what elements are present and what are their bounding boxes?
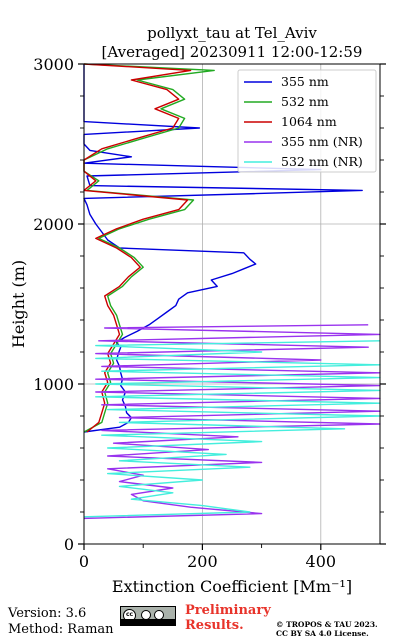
y-tick-label: 1000 [33,375,74,394]
preliminary-results-note: Preliminary Results. [185,603,271,633]
legend-label: 355 nm [281,74,329,89]
y-tick-label: 3000 [33,55,74,74]
y-axis-label: Height (m) [9,260,28,348]
preliminary-line-2: Results. [185,618,244,633]
legend-label: 1064 nm [281,114,337,129]
method-text: Method: Raman [8,622,114,637]
chart-title: pollyxt_tau at Tel_Aviv [147,24,317,42]
x-tick-label: 400 [306,552,337,571]
plot-frame [83,63,381,545]
cc-badge-bar [121,619,175,625]
x-tick-label: 0 [79,552,89,571]
legend-box [237,69,377,173]
series-line-532-nm [83,63,215,433]
legend: 355 nm 532 nm 1064 nm 355 nm (NR) 532 nm (NR… [237,69,377,173]
y-tick-label: 0 [64,535,74,554]
series-layer [83,63,381,520]
legend-label: 532 nm (NR) [281,154,363,169]
x-axis-label: Extinction Coefficient [Mm⁻¹] [112,577,352,596]
chart-subtitle: [Averaged] 20230911 12:00-12:59 [102,43,363,61]
series-line-532-nm-nr- [83,340,381,518]
axis-ticks: 0 1000 2000 3000 0 200 400 [33,55,386,571]
copyright-line-2: CC BY SA 4.0 License. [276,629,369,638]
series-line-1064-nm [83,63,192,433]
copyright-note: © TROPOS & TAU 2023. CC BY SA 4.0 Licens… [276,620,378,638]
legend-label: 532 nm [281,94,329,109]
cc-by-sa-icon: cc [120,606,176,626]
x-tick-label: 200 [187,552,218,571]
version-text: Version: 3.6 [8,606,87,621]
legend-label: 355 nm (NR) [281,134,363,149]
preliminary-line-1: Preliminary [185,603,271,618]
copyright-line-1: © TROPOS & TAU 2023. [276,620,378,629]
series-line-355-nm-nr- [83,324,381,520]
extinction-profile-chart: pollyxt_tau at Tel_Aviv [Averaged] 20230… [9,24,386,596]
y-tick-label: 2000 [33,215,74,234]
